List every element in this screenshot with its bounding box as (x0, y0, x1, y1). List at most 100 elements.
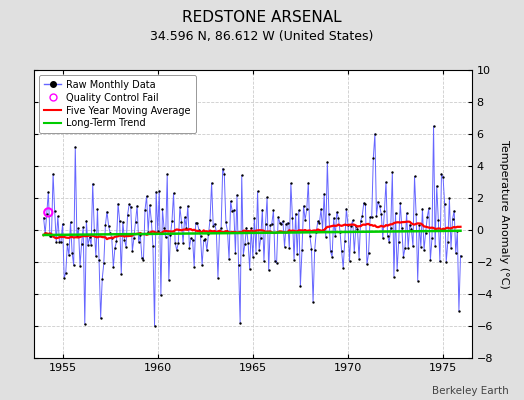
Point (341, 238, 349, 244)
Point (70, 262, 78, 268)
Point (326, 248, 335, 254)
Point (169, 190, 178, 196)
Point (429, 123, 438, 129)
Text: 34.596 N, 86.612 W (United States): 34.596 N, 86.612 W (United States) (150, 30, 374, 43)
Point (78, 240, 86, 247)
Point (208, 180, 216, 186)
Point (214, 275, 222, 281)
Point (450, 208, 458, 214)
Point (166, 232, 174, 239)
Point (274, 214, 282, 220)
Point (377, 210, 386, 217)
Point (172, 247, 181, 253)
Point (261, 221, 270, 228)
Point (366, 214, 374, 220)
Point (90, 227, 99, 234)
Point (150, 323, 159, 329)
Point (211, 220, 219, 227)
Point (174, 239, 182, 246)
Point (180, 214, 189, 220)
Point (215, 228, 224, 234)
Point (290, 256, 298, 263)
Point (331, 232, 340, 239)
Point (82, 218, 91, 224)
Point (367, 214, 376, 220)
Point (189, 236, 197, 243)
Point (258, 206, 267, 213)
Point (89, 180, 97, 187)
Point (393, 267, 401, 274)
Point (257, 235, 265, 241)
Point (352, 223, 360, 229)
Point (55, 238, 63, 245)
Point (101, 222, 110, 228)
Point (456, 252, 465, 259)
Point (62, 270, 70, 276)
Point (344, 222, 352, 228)
Point (241, 241, 249, 247)
Point (165, 276, 173, 283)
Point (100, 260, 108, 266)
Point (322, 234, 330, 240)
Point (73, 232, 81, 239)
Point (279, 218, 287, 224)
Point (118, 219, 127, 225)
Point (441, 201, 449, 208)
Point (233, 192, 241, 198)
Point (68, 250, 77, 256)
Point (96, 315, 105, 321)
Point (396, 200, 405, 206)
Point (438, 171, 446, 177)
Point (359, 200, 368, 206)
Point (141, 206, 149, 213)
Point (44, 189, 52, 195)
Point (452, 250, 460, 256)
Point (171, 240, 179, 246)
Point (364, 250, 373, 257)
Point (361, 200, 369, 207)
Point (287, 180, 295, 187)
Point (395, 238, 403, 245)
Point (445, 195, 454, 202)
Point (417, 243, 425, 250)
Point (293, 251, 301, 258)
Point (112, 238, 121, 245)
Point (304, 180, 312, 186)
Point (123, 212, 132, 218)
Point (193, 220, 202, 227)
Point (317, 206, 325, 212)
Point (402, 210, 411, 216)
Point (409, 243, 417, 250)
Point (50, 208, 59, 214)
Point (130, 234, 138, 241)
Point (265, 267, 273, 273)
Point (328, 254, 336, 260)
Point (217, 225, 225, 232)
Point (432, 183, 441, 189)
Point (85, 234, 94, 240)
Point (226, 198, 235, 205)
Point (158, 206, 167, 213)
Point (315, 220, 324, 226)
Point (128, 248, 137, 254)
Point (305, 233, 314, 239)
Point (339, 265, 347, 271)
Point (222, 219, 230, 226)
Point (374, 198, 383, 205)
Point (449, 216, 457, 222)
Point (185, 244, 193, 251)
Point (239, 252, 247, 258)
Point (299, 203, 308, 209)
Point (49, 171, 57, 177)
Point (39, 214, 48, 221)
Point (431, 243, 439, 250)
Point (254, 188, 262, 194)
Point (387, 225, 395, 231)
Point (67, 219, 75, 225)
Point (192, 220, 200, 226)
Point (46, 233, 54, 239)
Point (136, 232, 145, 238)
Point (268, 220, 276, 227)
Point (358, 213, 366, 219)
Point (301, 216, 309, 223)
